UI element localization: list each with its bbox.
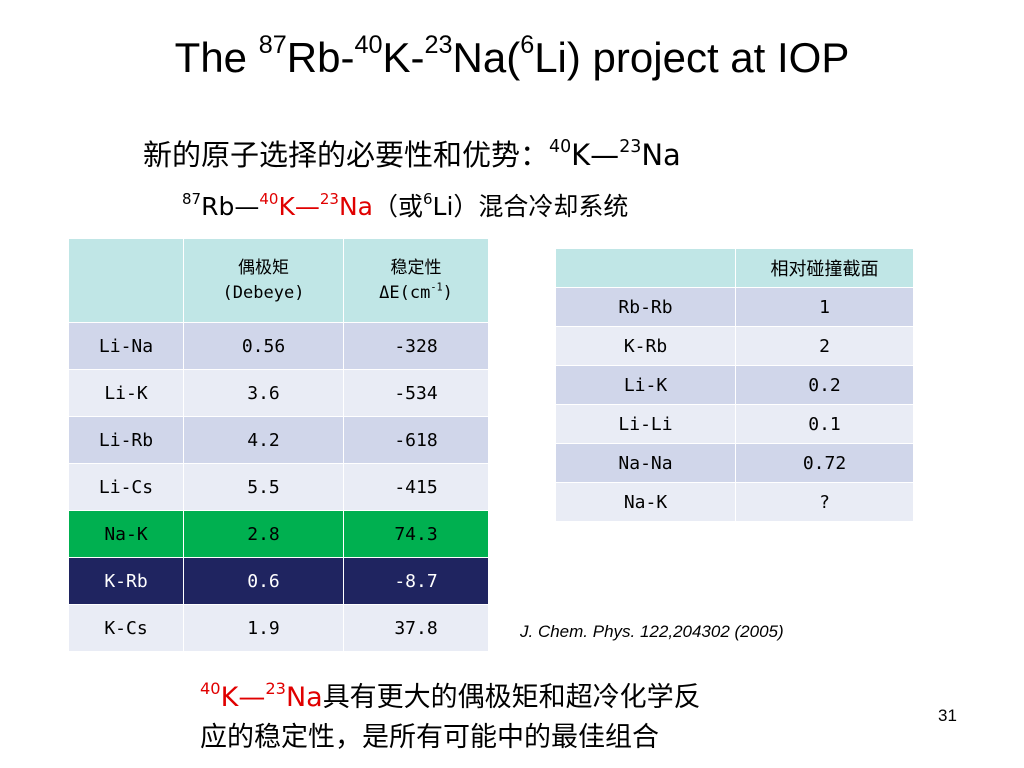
- pair-cell: K-Rb: [555, 326, 736, 366]
- subtitle-advantages: 新的原子选择的必要性和优势：40K—23Na: [143, 136, 681, 172]
- table-header-cell: 相对碰撞截面: [735, 248, 914, 288]
- dipole-cell: 2.8: [183, 510, 344, 558]
- molecule-cell: Li-Cs: [68, 463, 184, 511]
- pair-cell: Li-Li: [555, 404, 736, 444]
- stability-cell: 74.3: [343, 510, 489, 558]
- stability-cell: -618: [343, 416, 489, 464]
- table-row-highlighted-green: Na-K 2.8 74.3: [68, 510, 489, 558]
- dipole-cell: 0.6: [183, 557, 344, 605]
- journal-reference: J. Chem. Phys. 122,204302 (2005): [520, 622, 784, 641]
- page-number: 31: [938, 706, 957, 725]
- pair-cell: Li-K: [555, 365, 736, 405]
- molecule-cell: K-Rb: [68, 557, 184, 605]
- slide-title: The 87Rb-40K-23Na(6Li) project at IOP: [174, 31, 850, 81]
- stability-cell: -328: [343, 322, 489, 370]
- cross-section-cell: 0.2: [735, 365, 914, 405]
- subtitle-mixture: 87Rb—40K—23Na（或6Li）混合冷却系统: [182, 189, 629, 221]
- dipole-cell: 4.2: [183, 416, 344, 464]
- molecule-cell: Na-K: [68, 510, 184, 558]
- table-row: Li-Na 0.56 -328: [68, 322, 489, 370]
- table-header-cell: 稳定性 ΔE(cm-1): [343, 238, 489, 323]
- molecule-cell: K-Cs: [68, 604, 184, 652]
- table-header-cell: [555, 248, 736, 288]
- molecule-cell: Li-K: [68, 369, 184, 417]
- cross-section-cell: 1: [735, 287, 914, 327]
- molecule-cell: Li-Na: [68, 322, 184, 370]
- collision-cross-section-table: 相对碰撞截面 Rb-Rb 1 K-Rb 2 Li-K 0.2 Li-Li 0.1…: [555, 248, 914, 522]
- table-row: Li-Cs 5.5 -415: [68, 463, 489, 511]
- molecule-cell: Li-Rb: [68, 416, 184, 464]
- table-row-highlighted-navy: K-Rb 0.6 -8.7: [68, 557, 489, 605]
- table-row: Na-Na 0.72: [555, 443, 914, 483]
- pair-cell: Na-Na: [555, 443, 736, 483]
- table-row: Li-K 3.6 -534: [68, 369, 489, 417]
- table-row: Li-Li 0.1: [555, 404, 914, 444]
- stability-cell: -415: [343, 463, 489, 511]
- pair-cell: Na-K: [555, 482, 736, 522]
- table-row: Na-K ?: [555, 482, 914, 522]
- table-header-cell: 偶极矩 (Debeye): [183, 238, 344, 323]
- table-row: Li-K 0.2: [555, 365, 914, 405]
- table-header-cell: [68, 238, 184, 323]
- table-row: Li-Rb 4.2 -618: [68, 416, 489, 464]
- dipole-cell: 5.5: [183, 463, 344, 511]
- table-header-row: 偶极矩 (Debeye) 稳定性 ΔE(cm-1): [68, 238, 489, 323]
- dipole-cell: 3.6: [183, 369, 344, 417]
- table-row: K-Cs 1.9 37.8: [68, 604, 489, 652]
- dipole-cell: 1.9: [183, 604, 344, 652]
- pair-cell: Rb-Rb: [555, 287, 736, 327]
- table-row: Rb-Rb 1: [555, 287, 914, 327]
- stability-cell: -534: [343, 369, 489, 417]
- conclusion-text: 40K—23Na具有更大的偶极矩和超冷化学反 应的稳定性，是所有可能中的最佳组合: [200, 678, 701, 753]
- cross-section-cell: 0.72: [735, 443, 914, 483]
- stability-cell: -8.7: [343, 557, 489, 605]
- molecule-properties-table: 偶极矩 (Debeye) 稳定性 ΔE(cm-1) Li-Na 0.56 -328 …: [68, 238, 489, 652]
- cross-section-cell: 2: [735, 326, 914, 366]
- cross-section-cell: ?: [735, 482, 914, 522]
- dipole-cell: 0.56: [183, 322, 344, 370]
- table-header-row: 相对碰撞截面: [555, 248, 914, 288]
- cross-section-cell: 0.1: [735, 404, 914, 444]
- stability-cell: 37.8: [343, 604, 489, 652]
- table-row: K-Rb 2: [555, 326, 914, 366]
